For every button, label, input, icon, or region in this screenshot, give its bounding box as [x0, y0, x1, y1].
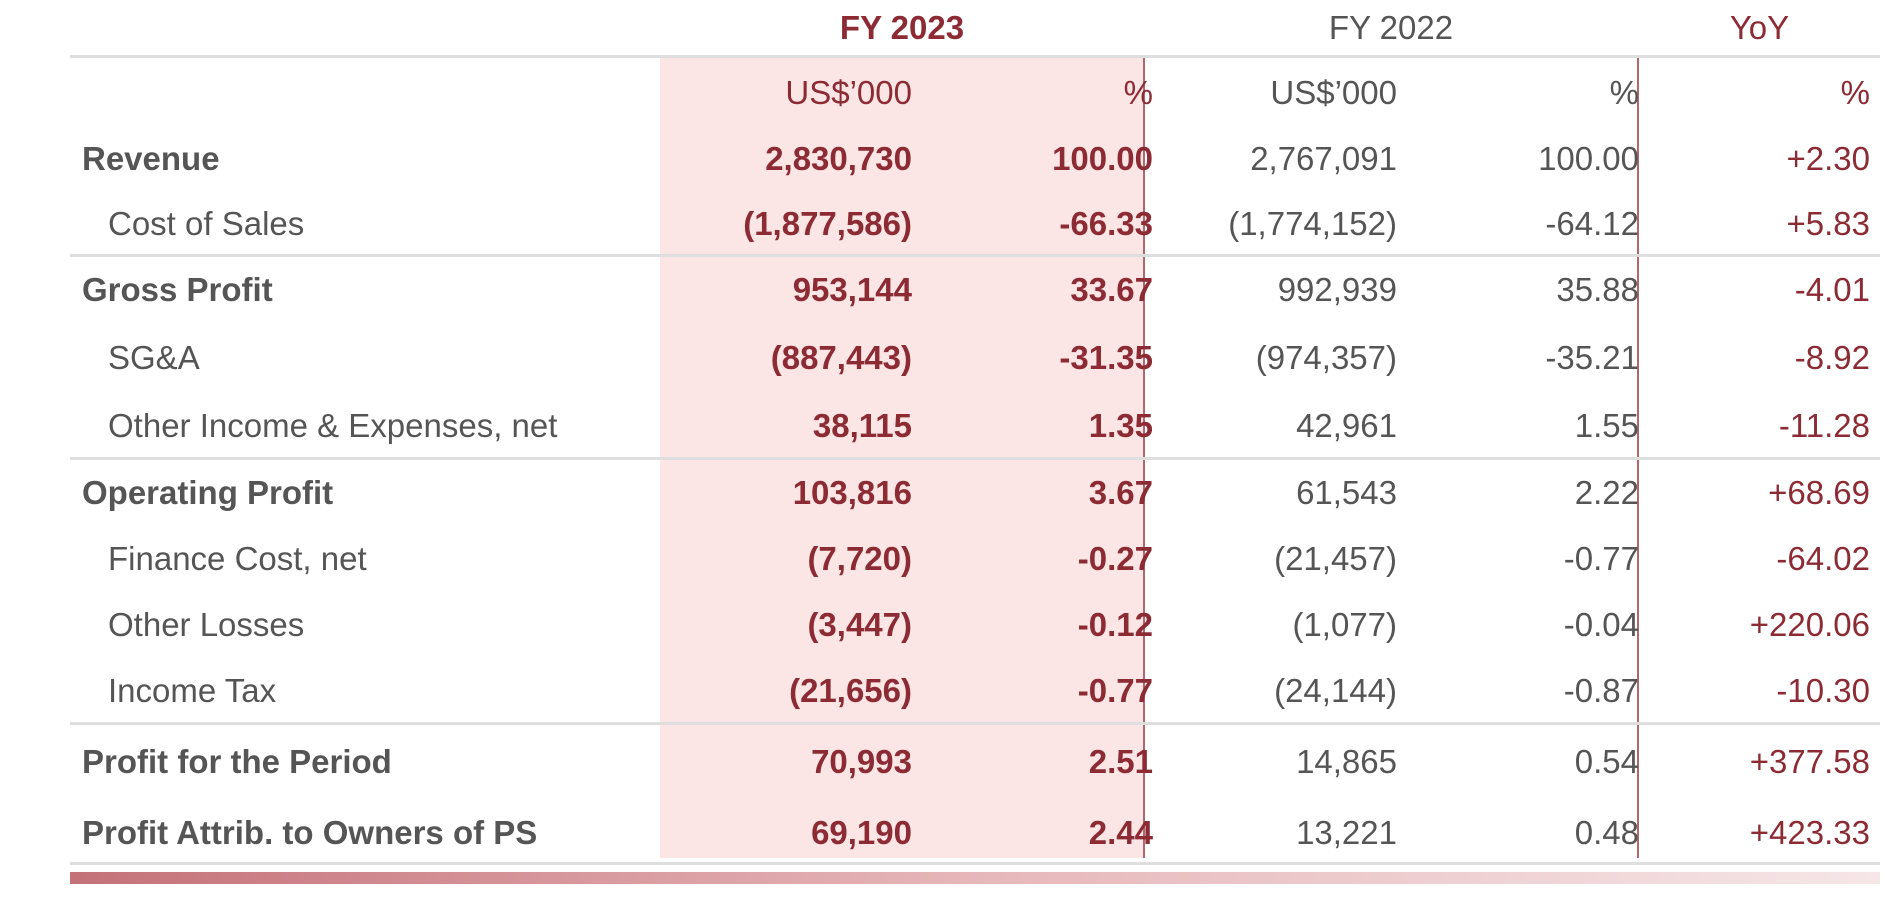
- bottom-divider: [70, 862, 1880, 865]
- fy2023-pct: 2.44: [1088, 814, 1153, 851]
- yoy-value: +423.33: [1749, 814, 1870, 851]
- fy2022-amount: 14,865: [1296, 743, 1397, 780]
- yoy-value: +377.58: [1749, 743, 1870, 780]
- table-row: SG&A (887,443) -31.35 (974,357) -35.21 -…: [70, 325, 1880, 391]
- fy2023-amount: (3,447): [807, 606, 912, 643]
- yoy-value: -11.28: [1778, 407, 1870, 444]
- fy2023-amount: 70,993: [811, 743, 912, 780]
- header-fy2022: FY 2022: [1328, 9, 1454, 46]
- unit-fy2022-amount: US$’000: [1270, 74, 1397, 111]
- unit-fy2023-pct: %: [1123, 74, 1153, 111]
- unit-header-row: US$’000 % US$’000 % %: [70, 60, 1880, 126]
- fy2022-amount: 992,939: [1277, 271, 1397, 308]
- table-row: Finance Cost, net (7,720) -0.27 (21,457)…: [70, 526, 1880, 592]
- fy2022-pct: 35.88: [1556, 271, 1639, 308]
- fy2022-amount: 13,221: [1296, 814, 1397, 851]
- unit-fy2023-amount: US$’000: [785, 74, 912, 111]
- fy2022-pct: -0.87: [1563, 672, 1639, 709]
- row-label: Other Losses: [108, 606, 305, 643]
- row-label: Finance Cost, net: [108, 540, 367, 577]
- row-label: Profit for the Period: [82, 743, 392, 780]
- fy2023-pct: -0.77: [1077, 672, 1153, 709]
- fy2022-amount: (1,077): [1292, 606, 1397, 643]
- fy2022-amount: 2,767,091: [1250, 140, 1397, 177]
- row-label: Revenue: [82, 140, 220, 177]
- table-row: Cost of Sales (1,877,586) -66.33 (1,774,…: [70, 191, 1880, 257]
- fy2023-pct: 1.35: [1088, 407, 1153, 444]
- header-yoy: YoY: [1729, 9, 1790, 46]
- fy2023-amount: (7,720): [807, 540, 912, 577]
- unit-fy2022-pct: %: [1609, 74, 1639, 111]
- fy2023-pct: 2.51: [1088, 743, 1153, 780]
- header-divider: [70, 55, 1880, 58]
- fy2023-pct: -31.35: [1059, 339, 1153, 376]
- yoy-value: +2.30: [1786, 140, 1871, 177]
- section-divider: [70, 457, 1880, 460]
- fy2023-amount: 103,816: [792, 474, 912, 511]
- table-row: Gross Profit 953,144 33.67 992,939 35.88…: [70, 257, 1880, 323]
- yoy-value: -10.30: [1776, 672, 1870, 709]
- fy2023-pct: -0.27: [1077, 540, 1153, 577]
- row-label: Profit Attrib. to Owners of PS: [82, 814, 538, 851]
- unit-yoy-pct: %: [1840, 74, 1870, 111]
- row-label: Gross Profit: [82, 271, 273, 308]
- yoy-value: +68.69: [1768, 474, 1870, 511]
- gradient-footer-bar: [70, 872, 1880, 884]
- fy2023-amount: 2,830,730: [765, 140, 912, 177]
- table-row: Other Losses (3,447) -0.12 (1,077) -0.04…: [70, 592, 1880, 658]
- fy2022-amount: (21,457): [1274, 540, 1397, 577]
- yoy-value: -4.01: [1794, 271, 1870, 308]
- fy2022-pct: 0.54: [1574, 743, 1639, 780]
- fy2022-amount: (974,357): [1255, 339, 1397, 376]
- yoy-value: +220.06: [1749, 606, 1870, 643]
- fy2023-amount: 69,190: [811, 814, 912, 851]
- table-row: Revenue 2,830,730 100.00 2,767,091 100.0…: [70, 126, 1880, 192]
- fy2022-pct: -64.12: [1545, 205, 1639, 242]
- yoy-value: -8.92: [1794, 339, 1870, 376]
- fy2023-pct: 100.00: [1052, 140, 1153, 177]
- table-row: Profit for the Period 70,993 2.51 14,865…: [70, 729, 1880, 795]
- row-label: Income Tax: [108, 672, 277, 709]
- yoy-value: -64.02: [1776, 540, 1870, 577]
- fy2022-pct: 0.48: [1574, 814, 1639, 851]
- table-row: Operating Profit 103,816 3.67 61,543 2.2…: [70, 460, 1880, 526]
- fy2022-amount: (24,144): [1274, 672, 1397, 709]
- fy2022-pct: -35.21: [1545, 339, 1639, 376]
- fy2022-pct: 1.55: [1574, 407, 1639, 444]
- fy2022-pct: -0.04: [1563, 606, 1639, 643]
- fy2023-amount: 953,144: [792, 271, 912, 308]
- header-fy2023: FY 2023: [839, 9, 965, 46]
- fy2023-amount: (1,877,586): [743, 205, 912, 242]
- fy2023-pct: -0.12: [1077, 606, 1153, 643]
- fy2023-amount: (887,443): [770, 339, 912, 376]
- fy2022-amount: 42,961: [1296, 407, 1397, 444]
- table-row: Other Income & Expenses, net 38,115 1.35…: [70, 393, 1880, 459]
- section-divider: [70, 254, 1880, 257]
- section-divider: [70, 722, 1880, 725]
- table-row: Profit Attrib. to Owners of PS 69,190 2.…: [70, 800, 1880, 866]
- row-label: Cost of Sales: [108, 205, 305, 242]
- fy2023-amount: 38,115: [812, 407, 912, 444]
- fy2022-pct: 100.00: [1538, 140, 1639, 177]
- table-row: Income Tax (21,656) -0.77 (24,144) -0.87…: [70, 658, 1880, 724]
- fy2022-pct: -0.77: [1563, 540, 1639, 577]
- row-label: Other Income & Expenses, net: [108, 407, 558, 444]
- yoy-value: +5.83: [1786, 205, 1871, 242]
- fy2022-amount: (1,774,152): [1228, 205, 1397, 242]
- row-label: SG&A: [108, 339, 200, 376]
- fy2023-pct: 3.67: [1088, 474, 1153, 511]
- row-label: Operating Profit: [82, 474, 334, 511]
- fy2023-pct: 33.67: [1070, 271, 1153, 308]
- fy2022-pct: 2.22: [1574, 474, 1639, 511]
- fy2023-pct: -66.33: [1059, 205, 1153, 242]
- fy2023-amount: (21,656): [789, 672, 912, 709]
- fy2022-amount: 61,543: [1296, 474, 1397, 511]
